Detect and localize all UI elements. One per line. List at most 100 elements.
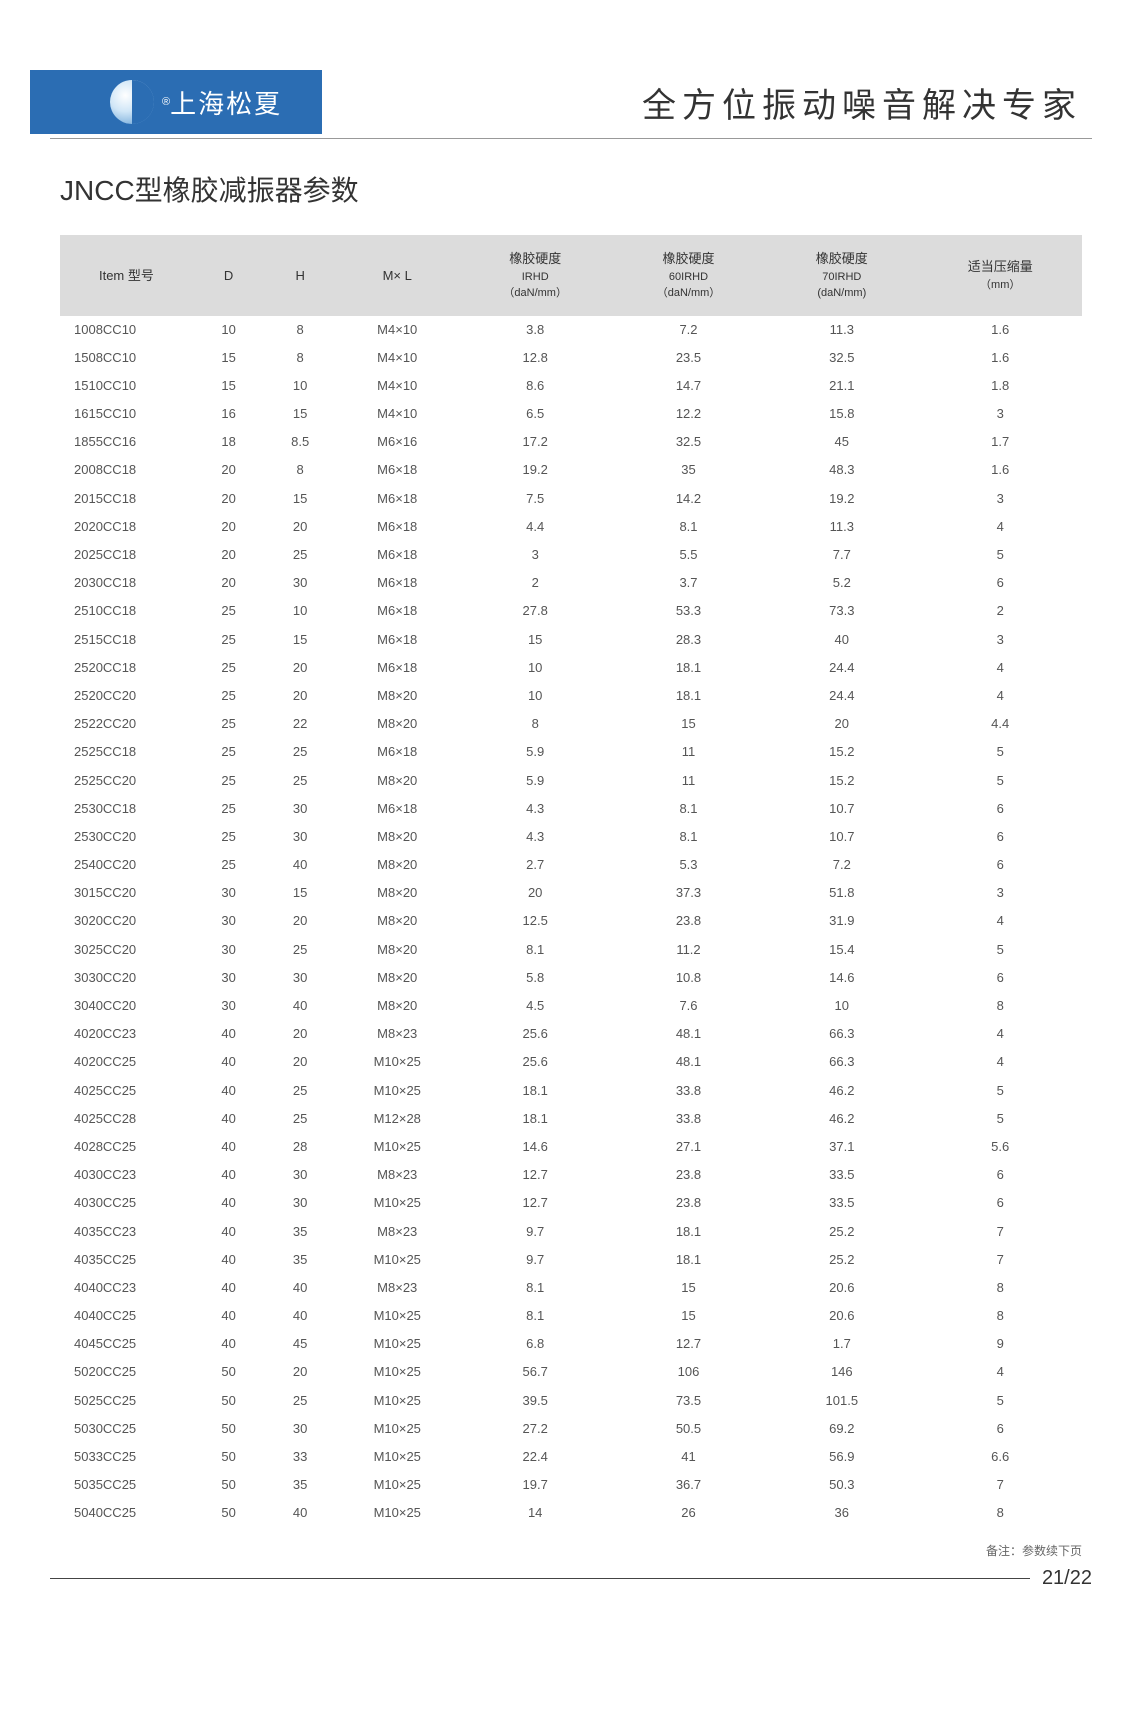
table-cell: 1855CC16 [60,428,193,456]
table-cell: M10×25 [336,1246,459,1274]
table-cell: 7 [918,1218,1082,1246]
table-cell: 50 [193,1415,265,1443]
table-header-cell: H [264,235,336,316]
table-cell: 5.2 [765,569,918,597]
table-cell: 2030CC18 [60,569,193,597]
table-cell: M6×18 [336,456,459,484]
table-cell: M8×20 [336,936,459,964]
table-cell: 23.8 [612,907,765,935]
table-cell: 23.5 [612,344,765,372]
table-cell: 40 [193,1077,265,1105]
table-cell: 10.8 [612,964,765,992]
table-cell: 14.6 [459,1133,612,1161]
table-cell: 22 [264,710,336,738]
table-cell: 15 [264,400,336,428]
brand-name: 上海松夏 [170,84,282,121]
table-cell: 6 [918,1189,1082,1217]
table-cell: 14.6 [765,964,918,992]
table-cell: 30 [193,936,265,964]
table-cell: 3030CC20 [60,964,193,992]
table-row: 4025CC254025M10×2518.133.846.25 [60,1077,1082,1105]
table-cell: M10×25 [336,1302,459,1330]
table-cell: 3.7 [612,569,765,597]
table-cell: 25.6 [459,1020,612,1048]
table-row: 2510CC182510M6×1827.853.373.32 [60,597,1082,625]
table-cell: 20 [459,879,612,907]
table-cell: M10×25 [336,1443,459,1471]
table-row: 4025CC284025M12×2818.133.846.25 [60,1105,1082,1133]
table-cell: 9 [918,1330,1082,1358]
table-cell: 41 [612,1443,765,1471]
table-cell: 3 [459,541,612,569]
table-row: 5033CC255033M10×2522.44156.96.6 [60,1443,1082,1471]
table-cell: 25.2 [765,1246,918,1274]
table-cell: 40 [193,1246,265,1274]
table-cell: 11 [612,767,765,795]
table-cell: 4.4 [918,710,1082,738]
table-cell: 8.1 [612,795,765,823]
table-cell: 20 [193,513,265,541]
table-cell: 4 [918,1358,1082,1386]
table-cell: M10×25 [336,1189,459,1217]
table-cell: 10 [459,654,612,682]
table-cell: 50 [193,1443,265,1471]
table-cell: M8×20 [336,907,459,935]
table-cell: 19.7 [459,1471,612,1499]
table-cell: 30 [264,1189,336,1217]
table-cell: 26 [612,1499,765,1527]
table-cell: 33.8 [612,1105,765,1133]
table-cell: 4020CC25 [60,1048,193,1076]
table-cell: 2 [918,597,1082,625]
table-cell: 4030CC23 [60,1161,193,1189]
table-cell: 10 [193,316,265,344]
table-cell: 40 [193,1302,265,1330]
table-cell: 20 [264,682,336,710]
table-cell: 15 [264,485,336,513]
page-number: 21/22 [1030,1567,1092,1590]
table-cell: 27.2 [459,1415,612,1443]
table-cell: 1615CC10 [60,400,193,428]
table-cell: 5 [918,767,1082,795]
table-cell: 7.5 [459,485,612,513]
table-cell: M8×23 [336,1020,459,1048]
table-cell: 8.1 [612,513,765,541]
table-row: 5020CC255020M10×2556.71061464 [60,1358,1082,1386]
table-cell: M6×18 [336,654,459,682]
table-cell: 5 [918,1077,1082,1105]
table-cell: 5 [918,1105,1082,1133]
table-cell: 15.2 [765,767,918,795]
table-cell: M8×20 [336,964,459,992]
table-cell: 20 [765,710,918,738]
table-cell: 25.2 [765,1218,918,1246]
table-cell: 30 [264,1161,336,1189]
table-cell: 36.7 [612,1471,765,1499]
table-cell: 5.9 [459,738,612,766]
table-cell: 8 [459,710,612,738]
table-cell: 20 [264,1020,336,1048]
table-cell: 17.2 [459,428,612,456]
table-cell: 2540CC20 [60,851,193,879]
table-cell: 146 [765,1358,918,1386]
spec-table: Item 型号DHM× L橡胶硬度IRHD（daN/mm）橡胶硬度60IRHD（… [60,235,1082,1528]
table-header-cell: D [193,235,265,316]
table-cell: 40 [193,1274,265,1302]
table-cell: 22.4 [459,1443,612,1471]
table-cell: 8.1 [459,936,612,964]
table-cell: 50.3 [765,1471,918,1499]
table-cell: 9.7 [459,1246,612,1274]
table-header-cell: 橡胶硬度70IRHD(daN/mm) [765,235,918,316]
logo-icon [110,80,154,124]
table-cell: 48.1 [612,1048,765,1076]
table-cell: 30 [193,992,265,1020]
table-cell: 15 [264,879,336,907]
table-cell: 20.6 [765,1302,918,1330]
table-cell: 12.8 [459,344,612,372]
header: ® 上海松夏 全方位振动噪音解决专家 [0,70,1142,134]
table-cell: 25 [264,1387,336,1415]
table-row: 4040CC234040M8×238.11520.68 [60,1274,1082,1302]
table-cell: M10×25 [336,1471,459,1499]
table-cell: 4.5 [459,992,612,1020]
table-cell: 14.2 [612,485,765,513]
table-cell: 4 [918,907,1082,935]
table-cell: 6 [918,1161,1082,1189]
